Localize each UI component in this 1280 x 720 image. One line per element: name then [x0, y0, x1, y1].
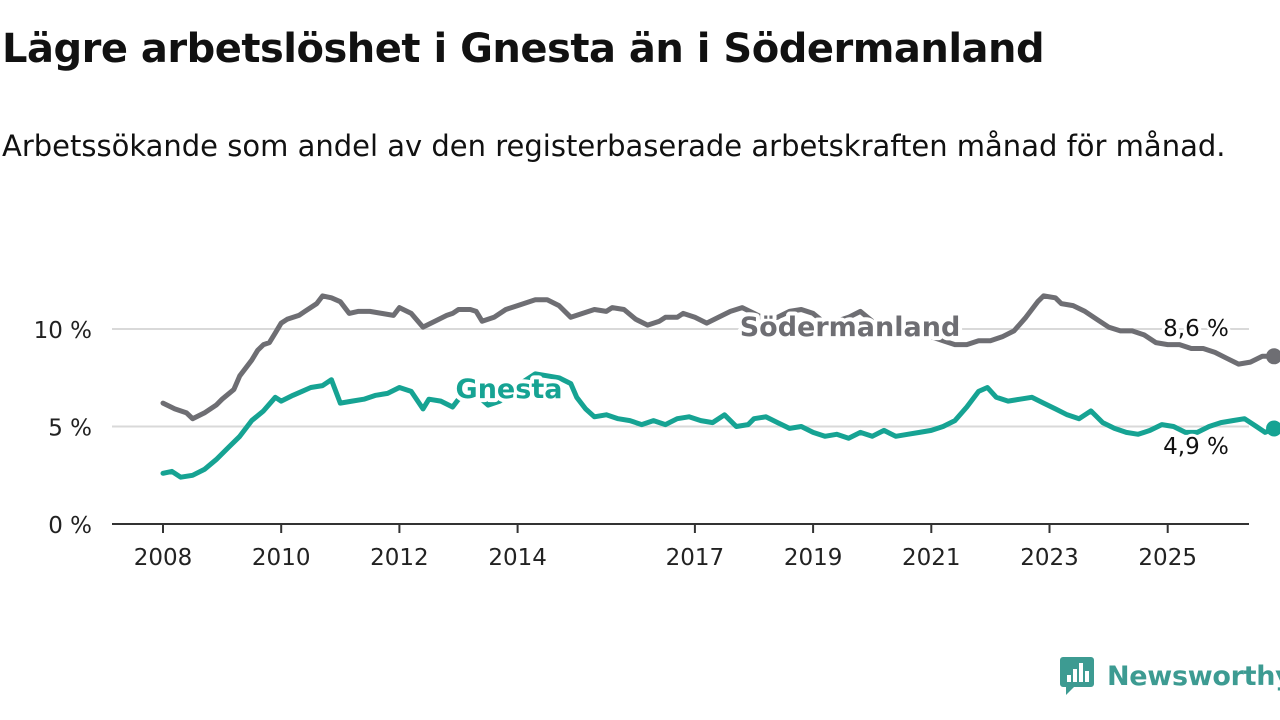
series-label-gnesta: Gnesta: [456, 374, 563, 405]
x-tick-label: 2012: [370, 545, 429, 571]
x-tick-label: 2010: [252, 545, 311, 571]
end-point-gnesta: [1266, 420, 1280, 437]
y-tick-label: 0 %: [48, 513, 92, 539]
y-tick-label: 5 %: [48, 416, 92, 442]
chart-subtitle: Arbetssökande som andel av den registerb…: [2, 129, 1226, 163]
end-point-sodermanland: [1266, 348, 1280, 365]
end-value-label-gnesta: 4,9 %: [1163, 434, 1229, 460]
newsworthy-logo: Newsworthy: [1059, 654, 1280, 698]
end-value-label-sodermanland: 8,6 %: [1163, 316, 1229, 342]
x-tick-label: 2008: [134, 545, 193, 571]
brand-name: Newsworthy: [1107, 660, 1280, 692]
x-tick-label: 2021: [902, 545, 961, 571]
x-tick-label: 2025: [1138, 545, 1197, 571]
x-tick-label: 2023: [1020, 545, 1079, 571]
newsworthy-logo-icon: [1060, 657, 1094, 695]
gridlines: 0 % 5 % 10 %: [34, 318, 1249, 539]
series-line-sodermanland: [160, 293, 1277, 422]
x-tick-label: 2014: [488, 545, 547, 571]
y-tick-label: 10 %: [34, 318, 92, 344]
series-lines: [160, 293, 1280, 480]
series-labels: Södermanland Gnesta 8,6 % 4,9 %: [452, 308, 1232, 463]
series-label-sodermanland: Södermanland: [740, 312, 961, 343]
x-axis: 2008 2010 2012 2014 2017 2019 2021 2023 2025: [112, 523, 1249, 571]
x-tick-label: 2019: [784, 545, 843, 571]
chart-title: Lägre arbetslöshet i Gnesta än i Söderma…: [2, 26, 1045, 72]
x-tick-label: 2017: [666, 545, 725, 571]
series-line-gnesta: [160, 371, 1277, 480]
